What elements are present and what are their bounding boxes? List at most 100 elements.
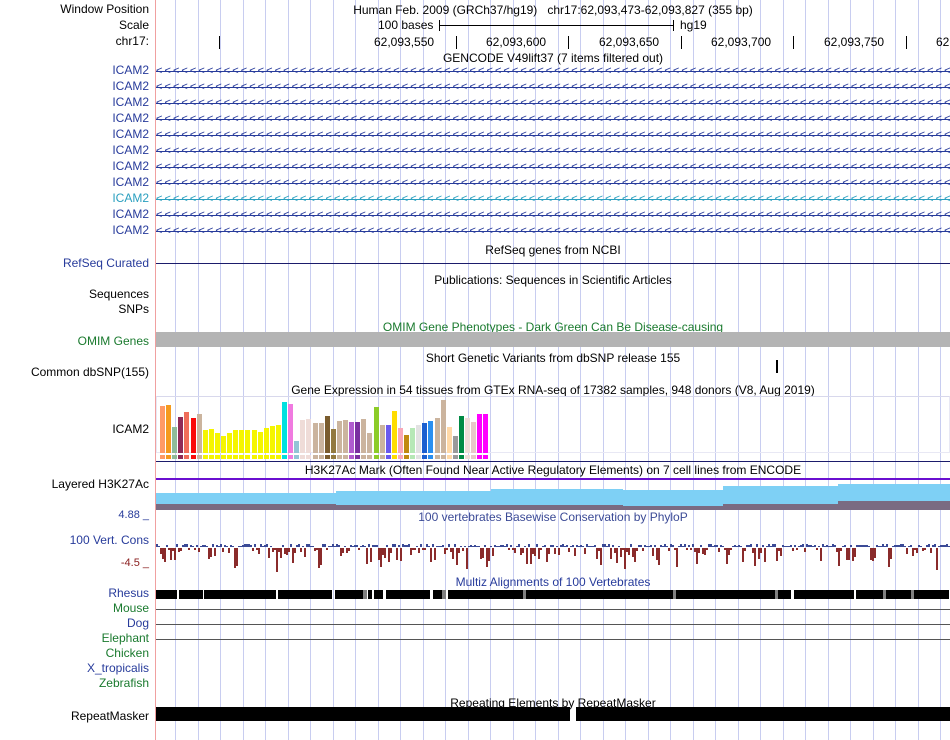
gtex-tissue-bar[interactable] <box>379 424 385 453</box>
cons-positive-bar <box>746 545 748 547</box>
gtex-tissue-bar[interactable] <box>227 432 233 453</box>
gtex-tissue-bar[interactable] <box>294 440 300 453</box>
gene-row-label[interactable]: ICAM2 <box>112 111 149 125</box>
gtex-tissue-bar[interactable] <box>428 421 434 453</box>
gtex-tissue-bar[interactable] <box>275 424 281 453</box>
gene-row-track[interactable]: <<<<<<<<<<<<<<<<<<<<<<<<<<<<<<<<<<<<<<<<… <box>156 81 950 93</box>
gtex-tissue-bar[interactable] <box>196 414 202 453</box>
gene-row-label[interactable]: ICAM2 <box>112 95 149 109</box>
gtex-tissue-bar[interactable] <box>263 427 269 453</box>
gtex-tissue-bar[interactable] <box>318 423 324 453</box>
gene-row-label[interactable]: ICAM2 <box>112 207 149 221</box>
gtex-tissue-bar[interactable] <box>458 416 464 453</box>
multiz-species-row[interactable] <box>156 620 950 629</box>
gtex-tissue-bar[interactable] <box>288 404 294 453</box>
gtex-tissue-bar[interactable] <box>410 427 416 453</box>
cons-positive-bar <box>904 546 906 547</box>
gene-row-label[interactable]: ICAM2 <box>112 175 149 189</box>
gtex-tissue-bar[interactable] <box>483 414 489 453</box>
multiz-species-label[interactable]: Rhesus <box>108 586 149 600</box>
multiz-species-label[interactable]: Dog <box>126 616 149 630</box>
gene-row-track[interactable]: <<<<<<<<<<<<<<<<<<<<<<<<<<<<<<<<<<<<<<<<… <box>156 177 950 189</box>
gtex-tissue-bar[interactable] <box>385 424 391 453</box>
multiz-species-label[interactable]: Chicken <box>105 646 149 660</box>
gtex-tissue-bar[interactable] <box>178 417 184 453</box>
gene-row-label[interactable]: ICAM2 <box>112 143 149 157</box>
gtex-tissue-bar[interactable] <box>336 421 342 453</box>
gtex-tissue-bar[interactable] <box>361 419 367 453</box>
gtex-tissue-bar[interactable] <box>184 412 190 453</box>
gene-row-track[interactable]: <<<<<<<<<<<<<<<<<<<<<<<<<<<<<<<<<<<<<<<<… <box>156 161 950 173</box>
multiz-species-row[interactable] <box>156 605 950 614</box>
gtex-tissue-bar[interactable] <box>330 428 336 453</box>
gtex-tissue-bar[interactable] <box>367 432 373 453</box>
multiz-species-label[interactable]: X_tropicalis <box>86 661 149 675</box>
gene-row-track[interactable]: <<<<<<<<<<<<<<<<<<<<<<<<<<<<<<<<<<<<<<<<… <box>156 129 950 141</box>
gtex-tissue-bar[interactable] <box>202 429 208 453</box>
gtex-tissue-bar[interactable] <box>373 407 379 453</box>
gtex-tissue-bar[interactable] <box>269 425 275 453</box>
gene-row-track[interactable]: <<<<<<<<<<<<<<<<<<<<<<<<<<<<<<<<<<<<<<<<… <box>156 145 950 157</box>
gtex-tissue-bar[interactable] <box>434 418 440 453</box>
gene-row-track[interactable]: <<<<<<<<<<<<<<<<<<<<<<<<<<<<<<<<<<<<<<<<… <box>156 193 950 205</box>
gtex-tissue-bar[interactable] <box>416 424 422 453</box>
gtex-expression-barchart[interactable] <box>156 398 950 453</box>
gtex-tissue-bar[interactable] <box>397 427 403 453</box>
gtex-tissue-bar[interactable] <box>355 422 361 453</box>
gtex-tissue-bar[interactable] <box>172 426 178 453</box>
gtex-tissue-bar[interactable] <box>452 435 458 453</box>
gtex-tissue-bar[interactable] <box>471 422 477 453</box>
gtex-tissue-bar[interactable] <box>282 402 287 453</box>
gtex-tissue-bar[interactable] <box>300 420 306 453</box>
gtex-tissue-bar[interactable] <box>477 414 483 453</box>
gtex-tissue-bar[interactable] <box>166 405 172 453</box>
gtex-tissue-bar[interactable] <box>440 400 446 453</box>
omim-gene-feature-bar[interactable] <box>156 332 950 347</box>
multiz-species-row[interactable] <box>156 665 950 674</box>
gtex-tissue-bar[interactable] <box>343 420 348 453</box>
gtex-tissue-bar[interactable] <box>221 435 226 453</box>
gtex-tissue-bar[interactable] <box>257 431 263 453</box>
gtex-tissue-bar[interactable] <box>251 429 257 453</box>
gtex-tissue-bar[interactable] <box>245 429 251 453</box>
gtex-tissue-bar[interactable] <box>422 423 428 453</box>
multiz-species-label[interactable]: Elephant <box>101 631 149 645</box>
multiz-species-row[interactable] <box>156 650 950 659</box>
gtex-tissue-bar[interactable] <box>465 418 470 453</box>
gene-row-track[interactable]: <<<<<<<<<<<<<<<<<<<<<<<<<<<<<<<<<<<<<<<<… <box>156 225 950 237</box>
multiz-species-row[interactable] <box>156 590 950 599</box>
repeat-element-block[interactable] <box>156 707 570 721</box>
gtex-tissue-bar[interactable] <box>160 406 165 453</box>
gene-row-label[interactable]: ICAM2 <box>112 127 149 141</box>
gtex-tissue-bar[interactable] <box>214 432 220 453</box>
multiz-species-label[interactable]: Zebrafish <box>98 676 149 690</box>
gtex-tissue-bar[interactable] <box>239 429 245 453</box>
gene-row-track[interactable]: <<<<<<<<<<<<<<<<<<<<<<<<<<<<<<<<<<<<<<<<… <box>156 209 950 221</box>
multiz-species-label[interactable]: Mouse <box>112 601 149 615</box>
multiz-species-row[interactable] <box>156 635 950 644</box>
gtex-tissue-bar[interactable] <box>233 429 239 453</box>
h3k27ac-signal-graph[interactable] <box>156 482 950 510</box>
gene-row-label[interactable]: ICAM2 <box>112 223 149 237</box>
gtex-tissue-bar[interactable] <box>404 434 409 453</box>
gtex-tissue-bar[interactable] <box>306 419 312 453</box>
multiz-species-row[interactable] <box>156 680 950 689</box>
gtex-tissue-bar[interactable] <box>190 418 196 453</box>
gene-row-label[interactable]: ICAM2 <box>112 191 149 205</box>
gtex-tissue-bar[interactable] <box>446 426 452 453</box>
repeat-element-block[interactable] <box>576 707 950 721</box>
gene-row-label[interactable]: ICAM2 <box>112 159 149 173</box>
gtex-tissue-bar[interactable] <box>208 428 214 453</box>
repeatmasker-track-row[interactable] <box>156 707 950 721</box>
gene-row-label[interactable]: ICAM2 <box>112 63 149 77</box>
gene-row-track[interactable]: <<<<<<<<<<<<<<<<<<<<<<<<<<<<<<<<<<<<<<<<… <box>156 97 950 109</box>
gene-row-label[interactable]: ICAM2 <box>112 79 149 93</box>
dbsnp-variant-mark[interactable] <box>776 360 778 373</box>
gene-row-track[interactable]: <<<<<<<<<<<<<<<<<<<<<<<<<<<<<<<<<<<<<<<<… <box>156 65 950 77</box>
gene-row-track[interactable]: <<<<<<<<<<<<<<<<<<<<<<<<<<<<<<<<<<<<<<<<… <box>156 113 950 125</box>
gtex-tissue-bar[interactable] <box>349 422 355 453</box>
gtex-tissue-bar[interactable] <box>391 411 397 453</box>
gtex-tissue-bar[interactable] <box>312 423 318 453</box>
phylop-conservation-wiggle[interactable] <box>156 528 950 576</box>
gtex-tissue-bar[interactable] <box>324 416 330 453</box>
